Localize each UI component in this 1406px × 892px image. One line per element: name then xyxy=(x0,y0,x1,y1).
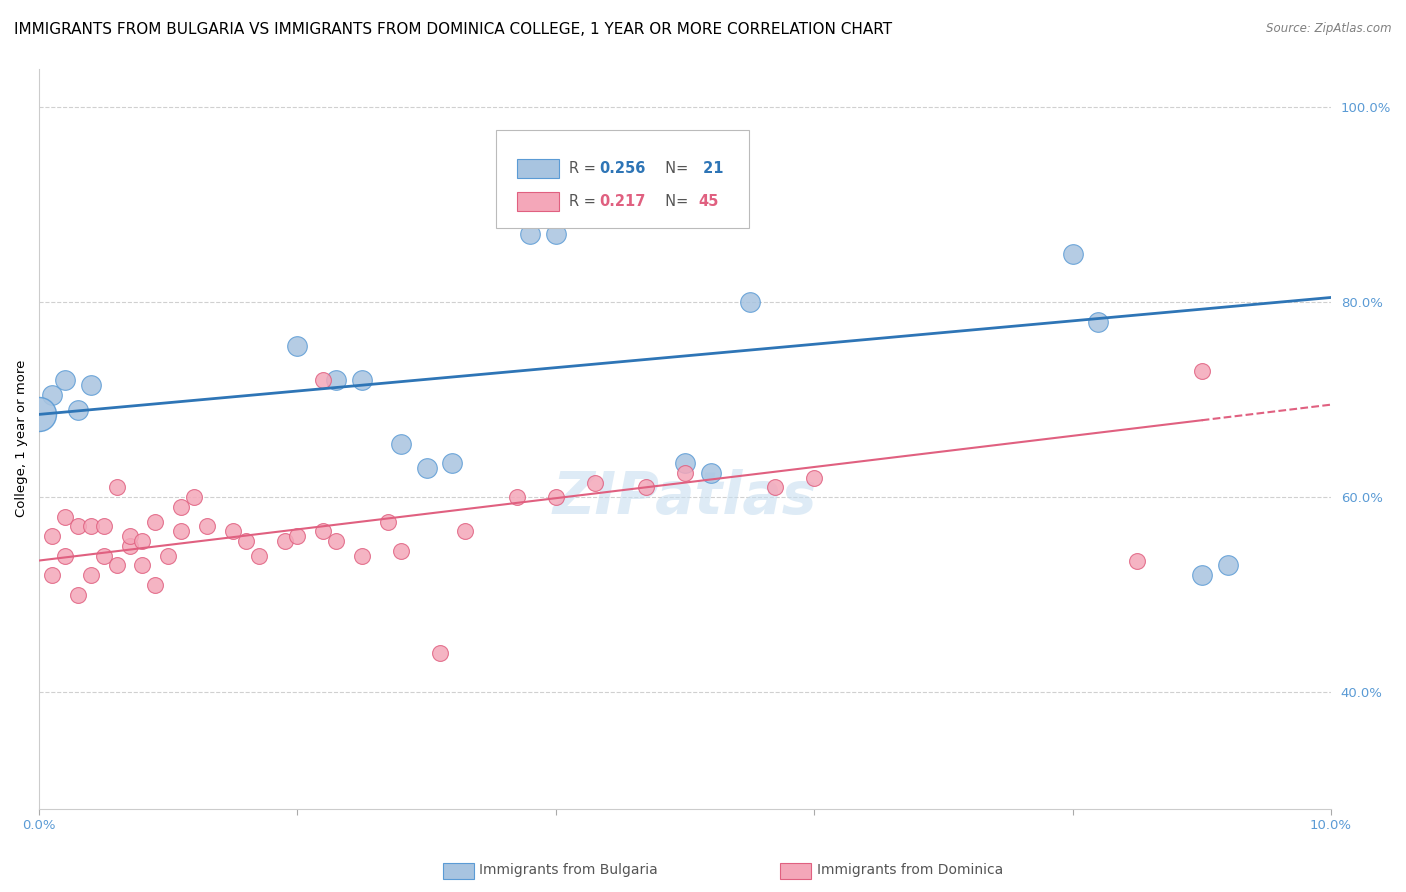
Point xyxy=(53,373,76,387)
Point xyxy=(222,524,245,539)
Text: 0.256: 0.256 xyxy=(599,161,645,176)
Point xyxy=(131,558,153,573)
Point xyxy=(53,549,76,563)
Point xyxy=(506,490,529,504)
Point xyxy=(235,534,257,549)
Point xyxy=(1191,568,1213,582)
Point xyxy=(352,549,374,563)
Text: Source: ZipAtlas.com: Source: ZipAtlas.com xyxy=(1267,22,1392,36)
Point xyxy=(621,208,644,222)
Point xyxy=(273,534,295,549)
Point xyxy=(183,490,205,504)
Point xyxy=(673,466,696,480)
Point xyxy=(389,543,412,558)
Point xyxy=(145,515,167,529)
Point xyxy=(1191,363,1213,377)
Point xyxy=(80,519,103,533)
Point xyxy=(105,480,128,494)
Point xyxy=(636,480,658,494)
Point xyxy=(93,549,115,563)
Text: Immigrants from Bulgaria: Immigrants from Bulgaria xyxy=(479,863,658,877)
Point xyxy=(170,524,193,539)
Point xyxy=(673,456,696,470)
Text: Immigrants from Dominica: Immigrants from Dominica xyxy=(817,863,1002,877)
Point xyxy=(118,539,141,553)
Point xyxy=(118,529,141,543)
Point xyxy=(53,509,76,524)
Point xyxy=(66,402,89,417)
Point xyxy=(93,519,115,533)
Point xyxy=(544,227,567,241)
Point xyxy=(803,471,825,485)
Text: R =: R = xyxy=(568,194,600,209)
Point xyxy=(415,461,437,475)
Text: N=: N= xyxy=(655,194,693,209)
Point xyxy=(352,373,374,387)
Point xyxy=(287,339,309,353)
Point xyxy=(41,568,63,582)
Text: 21: 21 xyxy=(697,161,724,176)
Point xyxy=(544,490,567,504)
Point xyxy=(80,568,103,582)
Point xyxy=(247,549,270,563)
Point xyxy=(41,388,63,402)
Point xyxy=(145,578,167,592)
Text: ZIPatlas: ZIPatlas xyxy=(553,469,817,526)
Text: IMMIGRANTS FROM BULGARIA VS IMMIGRANTS FROM DOMINICA COLLEGE, 1 YEAR OR MORE COR: IMMIGRANTS FROM BULGARIA VS IMMIGRANTS F… xyxy=(14,22,893,37)
Point xyxy=(312,524,335,539)
Text: 0.217: 0.217 xyxy=(599,194,645,209)
Point xyxy=(66,588,89,602)
Point xyxy=(170,500,193,514)
Point xyxy=(765,480,787,494)
Point xyxy=(738,295,761,310)
Point xyxy=(66,519,89,533)
Point xyxy=(157,549,180,563)
Point xyxy=(325,373,347,387)
Point xyxy=(454,524,477,539)
Point xyxy=(287,529,309,543)
Point xyxy=(429,646,451,660)
Point xyxy=(312,373,335,387)
Point xyxy=(519,227,541,241)
Point xyxy=(28,408,51,422)
Point xyxy=(80,378,103,392)
Point xyxy=(41,529,63,543)
Point xyxy=(1062,246,1084,260)
Y-axis label: College, 1 year or more: College, 1 year or more xyxy=(15,360,28,517)
Point xyxy=(1126,553,1149,567)
Point xyxy=(583,475,606,490)
Point xyxy=(441,456,464,470)
Point xyxy=(377,515,399,529)
Point xyxy=(1087,315,1109,329)
Point xyxy=(700,466,723,480)
Point xyxy=(389,436,412,450)
Text: R =: R = xyxy=(568,161,600,176)
Point xyxy=(131,534,153,549)
Point xyxy=(1216,558,1239,573)
Text: N=: N= xyxy=(655,161,693,176)
Point xyxy=(105,558,128,573)
Text: 45: 45 xyxy=(697,194,718,209)
Point xyxy=(195,519,218,533)
Point xyxy=(325,534,347,549)
